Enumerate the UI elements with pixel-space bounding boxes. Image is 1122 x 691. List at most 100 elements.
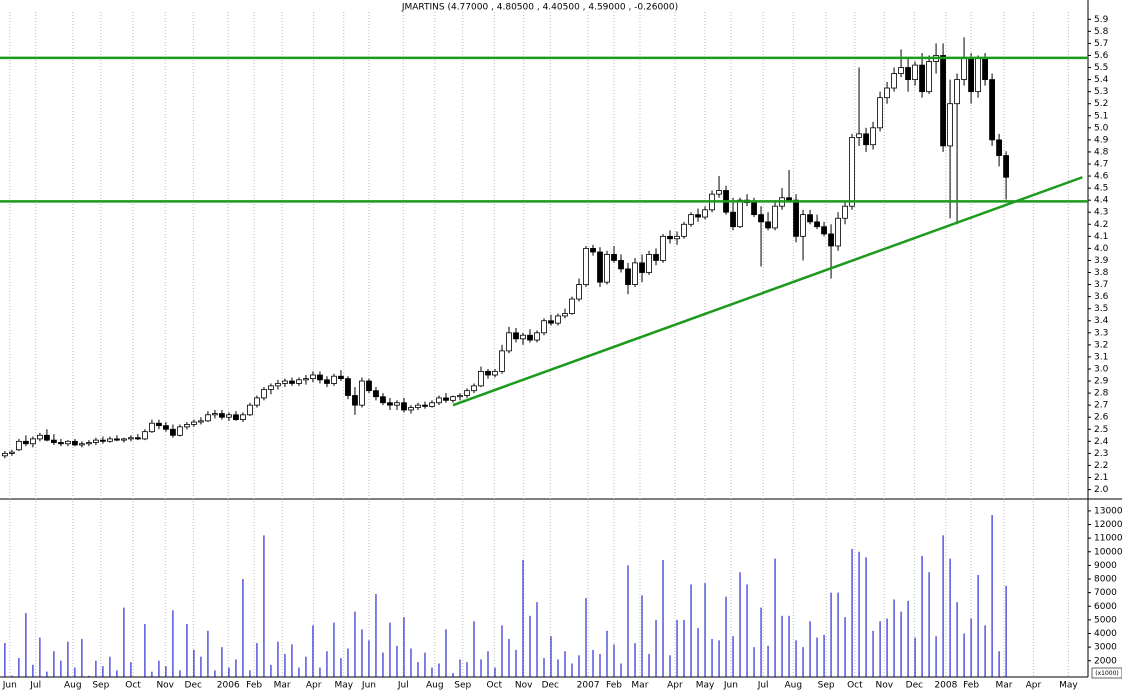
y-tick-label: 3.1 [1094,352,1108,362]
candle-body [814,221,820,228]
y-tick-label: 2.8 [1094,389,1109,399]
candle-body [520,334,526,340]
candle-body [989,79,995,141]
candle-body [541,320,547,334]
y-tick-label: 11000 [1094,534,1122,544]
x-tick-label: Jul [29,681,41,691]
y-tick-label: 3.4 [1094,316,1109,326]
candle-body [100,439,106,442]
y-tick-label: 3.0 [1094,364,1109,374]
candle-body [331,375,337,384]
candle-body [359,380,365,406]
candle-body [695,214,701,218]
candle-body [72,440,78,446]
candle-body [23,440,29,445]
candle-body [394,402,400,406]
candle-body [597,251,603,283]
candle-body [415,404,421,408]
candle-body [506,332,512,352]
y-tick-label: 5.3 [1094,87,1108,97]
candle-body [674,235,680,240]
y-tick-label: 5.0 [1094,123,1109,133]
x-tick-label: Oct [847,681,863,691]
candle-body [982,57,988,80]
y-tick-label: 2.5 [1094,425,1108,435]
candle-body [275,383,281,387]
candle-body [632,262,638,285]
y-tick-label: 3.6 [1094,292,1109,302]
candle-body [562,313,568,317]
candle-body [828,233,834,247]
y-tick-label: 3.5 [1094,304,1108,314]
y-tick-label: 4.5 [1094,184,1108,194]
x-tick-label: Aug [784,681,802,691]
candle-body [604,254,610,283]
y-tick-label: 5.9 [1094,15,1109,25]
x-tick-label: Aug [426,681,444,691]
y-tick-label: 2.7 [1094,401,1108,411]
volume-layer [4,514,1007,677]
x-tick-label: Dec [185,681,202,691]
candle-body [786,197,792,201]
candle-body [170,428,176,436]
candle-body [625,268,631,285]
y-tick-label: 2.4 [1094,437,1109,447]
x-tick-label: Jul [757,681,769,691]
candle-body [527,334,533,341]
candle-body [44,434,50,441]
y-tick-label: 10000 [1094,547,1122,557]
volume-unit-label: (x1000) [1095,670,1119,677]
candle-body [849,137,855,207]
candle-body [499,350,505,372]
candle-body [212,413,218,416]
candle-body [2,452,8,457]
x-tick-label: Mar [631,681,648,691]
x-tick-label: Oct [125,681,141,691]
candle-body [975,57,981,93]
candle-body [646,254,652,273]
y-tick-label: 5.2 [1094,99,1108,109]
candle-body [443,397,449,401]
x-tick-label: 2007 [577,681,600,691]
candle-body [660,235,666,261]
candle-body [730,211,736,228]
chart-title: JMARTINS (4.77000 , 4.80500 , 4.40500 , … [401,3,678,13]
grid-layer [9,12,1069,677]
candle-body [338,375,344,380]
x-tick-label: Aug [64,681,82,691]
candle-body [583,247,589,285]
candle-body [163,425,169,430]
candle-body [772,205,778,229]
x-tick-label: Jun [361,681,376,691]
y-tick-label: 5.1 [1094,111,1108,121]
y-tick-label: 5.6 [1094,51,1109,61]
candle-body [366,380,372,392]
y-tick-label: 8000 [1094,575,1117,585]
candle-body [639,262,645,273]
candle-body [926,61,932,93]
candle-body [548,320,554,324]
y-tick-label: 5.5 [1094,63,1108,73]
candle-body [9,451,15,454]
x-tick-label: May [1059,681,1078,691]
y-tick-label: 3000 [1094,643,1117,653]
x-tick-label: Feb [963,681,979,691]
candle-body [226,414,232,418]
y-tick-label: 13000 [1094,506,1122,516]
candle-body [478,370,484,387]
candle-body [667,235,673,240]
x-tick-label: Dec [542,681,559,691]
candle-body [296,379,302,384]
y-tick-label: 4.6 [1094,172,1109,182]
candle-body [751,202,757,216]
candle-body [996,139,1002,156]
y-tick-label: 6000 [1094,602,1117,612]
x-tick-label: Sep [454,681,471,691]
x-tick-label: Feb [606,681,622,691]
candle-body [1003,155,1009,178]
candle-body [149,422,155,433]
y-tick-label: 3.3 [1094,328,1108,338]
candle-body [877,97,883,129]
candle-body [128,437,134,440]
x-tick-label: Mar [274,681,291,691]
